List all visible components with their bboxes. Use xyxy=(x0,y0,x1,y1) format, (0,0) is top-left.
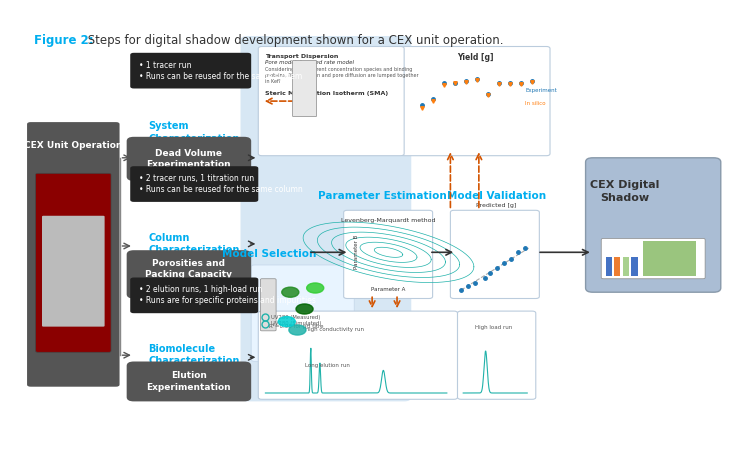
In silico xyxy=(484,93,493,98)
Text: Steric Mass Action Isotherm (SMA): Steric Mass Action Isotherm (SMA) xyxy=(266,90,388,95)
Circle shape xyxy=(282,287,298,297)
Circle shape xyxy=(296,304,313,314)
Bar xyxy=(643,241,696,276)
In silico xyxy=(527,80,536,85)
FancyBboxPatch shape xyxy=(400,46,550,156)
Text: Porosities and
Packing Capacity
Determination: Porosities and Packing Capacity Determin… xyxy=(146,259,232,290)
Experiment xyxy=(527,78,536,84)
Line: Experiment: Experiment xyxy=(421,77,534,107)
Text: Yield [g]: Yield [g] xyxy=(457,53,494,62)
FancyBboxPatch shape xyxy=(130,166,258,202)
Experiment xyxy=(484,91,493,97)
FancyBboxPatch shape xyxy=(451,210,539,298)
Text: Steps for digital shadow development shown for a CEX unit operation.: Steps for digital shadow development sho… xyxy=(84,34,503,47)
Text: • 2 elution runs, 1 high-load run
• Runs are for specific proteins and impuritie: • 2 elution runs, 1 high-load run • Runs… xyxy=(140,285,316,306)
Text: R²=0.98 for pH titre: R²=0.98 for pH titre xyxy=(269,323,323,329)
Text: Levenberg-Marquardt method: Levenberg-Marquardt method xyxy=(341,218,436,223)
Text: Column
Characterization: Column Characterization xyxy=(148,233,239,255)
Line: In silico: In silico xyxy=(421,78,534,109)
Text: Dead Volume
Experimentation: Dead Volume Experimentation xyxy=(146,149,231,169)
FancyBboxPatch shape xyxy=(42,216,104,327)
In silico xyxy=(451,81,460,86)
Circle shape xyxy=(289,325,306,335)
Experiment xyxy=(418,103,427,108)
In silico xyxy=(494,81,503,87)
In silico xyxy=(429,98,438,104)
Text: Parameter Estimation: Parameter Estimation xyxy=(319,191,447,201)
Experiment xyxy=(506,81,515,86)
Text: • 2 tracer runs, 1 titration run
• Runs can be reused for the same column: • 2 tracer runs, 1 titration run • Runs … xyxy=(140,174,303,194)
Experiment xyxy=(472,76,482,81)
FancyBboxPatch shape xyxy=(127,361,251,401)
Text: Considering the different concentration species and binding
proteins, film diffu: Considering the different concentration … xyxy=(266,68,419,84)
Text: Parameter A: Parameter A xyxy=(371,287,406,292)
Experiment xyxy=(429,96,438,101)
In silico xyxy=(440,83,448,88)
Text: High conductivity run: High conductivity run xyxy=(304,328,364,333)
Circle shape xyxy=(278,316,296,327)
Text: Transport Dispersion: Transport Dispersion xyxy=(266,54,339,58)
Bar xyxy=(605,257,612,276)
FancyBboxPatch shape xyxy=(127,137,251,181)
Circle shape xyxy=(307,283,324,293)
Text: Elution
Experimentation: Elution Experimentation xyxy=(146,371,231,392)
Text: UV280 (Simulated): UV280 (Simulated) xyxy=(271,321,322,326)
Text: High load run: High load run xyxy=(476,325,512,330)
FancyBboxPatch shape xyxy=(458,311,536,399)
Text: UV280 (Measured): UV280 (Measured) xyxy=(271,315,320,320)
FancyBboxPatch shape xyxy=(344,210,433,298)
Bar xyxy=(622,257,629,276)
FancyBboxPatch shape xyxy=(258,311,458,399)
Text: Model Selection: Model Selection xyxy=(222,249,316,259)
FancyBboxPatch shape xyxy=(130,53,251,89)
In silico xyxy=(472,77,482,83)
In silico xyxy=(517,81,526,87)
FancyBboxPatch shape xyxy=(292,60,316,117)
Text: Predicted [g]: Predicted [g] xyxy=(476,203,517,208)
Bar xyxy=(614,257,620,276)
Experiment xyxy=(461,78,470,84)
Text: Experiment: Experiment xyxy=(525,88,556,93)
Experiment xyxy=(451,81,460,86)
Bar xyxy=(631,257,638,276)
Text: Model Validation: Model Validation xyxy=(447,191,546,201)
Text: Figure 2:: Figure 2: xyxy=(34,34,94,47)
Text: System
Characterization: System Characterization xyxy=(148,122,239,144)
FancyBboxPatch shape xyxy=(130,278,258,313)
Experiment xyxy=(440,81,448,86)
FancyBboxPatch shape xyxy=(602,238,705,279)
Experiment xyxy=(494,81,503,86)
Experiment xyxy=(517,81,526,86)
FancyBboxPatch shape xyxy=(35,173,111,352)
Text: Long elution run: Long elution run xyxy=(304,363,350,368)
Text: CEX Unit Operation: CEX Unit Operation xyxy=(24,141,122,150)
Text: Biomolecule
Characterization: Biomolecule Characterization xyxy=(148,344,239,366)
FancyBboxPatch shape xyxy=(586,158,721,292)
FancyBboxPatch shape xyxy=(260,279,276,331)
Text: Pore model: Lumped rate model: Pore model: Lumped rate model xyxy=(266,60,355,65)
FancyBboxPatch shape xyxy=(258,46,404,156)
In silico xyxy=(506,81,515,87)
In silico xyxy=(461,80,470,85)
FancyBboxPatch shape xyxy=(251,265,354,361)
Text: Parameter B: Parameter B xyxy=(354,235,359,270)
FancyBboxPatch shape xyxy=(241,36,411,401)
Text: In silico: In silico xyxy=(525,101,546,106)
FancyBboxPatch shape xyxy=(27,122,119,387)
In silico xyxy=(418,105,427,110)
FancyBboxPatch shape xyxy=(127,250,251,298)
Text: CEX Digital
Shadow: CEX Digital Shadow xyxy=(590,180,659,202)
Text: • 1 tracer run
• Runs can be reused for the same system: • 1 tracer run • Runs can be reused for … xyxy=(140,61,303,81)
